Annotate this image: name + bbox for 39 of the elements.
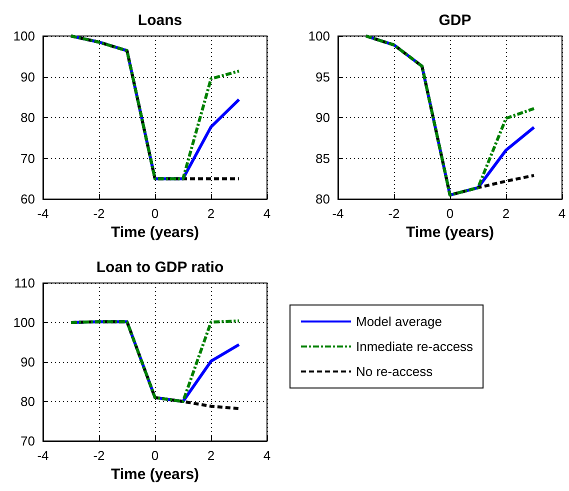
y-tick-label: 90	[316, 110, 330, 126]
y-tick-label: 70	[20, 150, 35, 166]
y-tick-label: 80	[316, 192, 330, 207]
y-tick-label: 80	[20, 394, 35, 409]
x-tick-label: 0	[446, 206, 454, 222]
y-tick-label: 95	[316, 69, 330, 84]
legend-label: Model average	[356, 314, 442, 329]
x-axis-title: Time (years)	[110, 466, 200, 483]
x-tick-label: -4	[37, 448, 49, 463]
x-tick-label: -2	[93, 206, 105, 222]
x-tick-label: 4	[263, 206, 271, 222]
x-tick-label: 4	[263, 448, 271, 463]
x-tick-label: -2	[388, 206, 400, 222]
y-tick-label: 80	[20, 110, 35, 126]
legend-label: No re-access	[356, 364, 434, 379]
x-tick-label: 2	[502, 206, 510, 222]
x-tick-label: 2	[207, 206, 215, 222]
y-tick-label: 90	[20, 354, 35, 370]
x-tick-label: -4	[37, 206, 49, 222]
x-tick-label: -4	[332, 206, 344, 222]
y-tick-label: 70	[20, 434, 35, 448]
chart-title: GDP	[438, 12, 472, 29]
x-axis-title: Time (years)	[110, 224, 200, 241]
y-tick-label: 100	[308, 28, 330, 44]
x-tick-label: -2	[93, 448, 105, 463]
x-tick-label: 4	[558, 206, 566, 222]
x-tick-label: 2	[207, 448, 215, 463]
y-tick-label: 100	[13, 28, 35, 44]
legend-label: Inmediate re-access	[356, 339, 474, 354]
chart-title: Loan to GDP ratio	[96, 259, 224, 276]
x-tick-label: 0	[151, 448, 159, 463]
y-tick-label: 110	[14, 276, 35, 290]
y-tick-label: 90	[20, 69, 35, 84]
x-tick-label: 0	[151, 206, 159, 222]
y-tick-label: 60	[20, 192, 35, 207]
y-tick-label: 85	[316, 150, 330, 166]
chart-title: Loans	[138, 12, 182, 29]
y-tick-label: 100	[13, 315, 35, 330]
x-axis-title: Time (years)	[406, 224, 494, 241]
